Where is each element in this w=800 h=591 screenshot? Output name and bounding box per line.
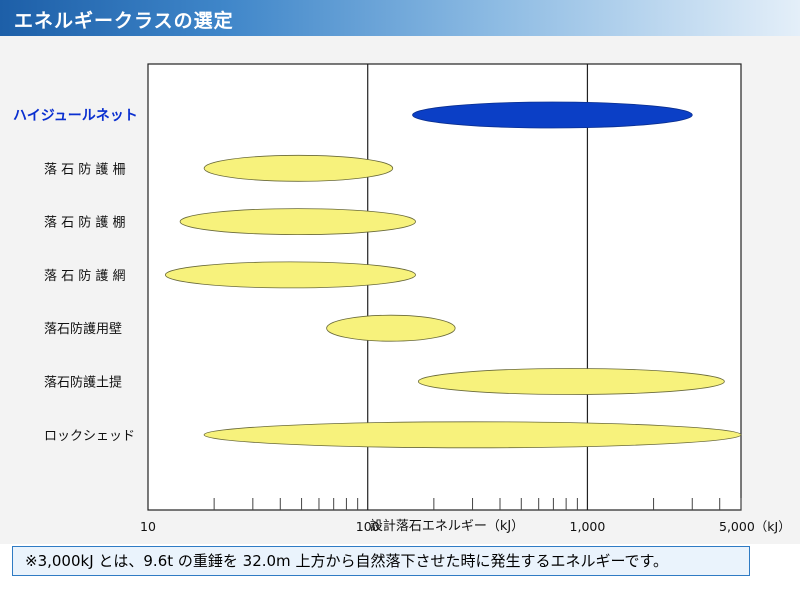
range-bar xyxy=(203,421,742,449)
x-tick-label: 100 xyxy=(356,519,380,534)
category-label: ハイジュールネット xyxy=(13,108,138,124)
range-bar xyxy=(412,101,693,129)
category-label: 落石防護土提 xyxy=(44,375,122,391)
range-bar xyxy=(326,314,456,342)
range-bar xyxy=(203,154,394,182)
page-title: エネルギークラスの選定 xyxy=(14,10,234,32)
x-tick-label: 1,000 xyxy=(570,519,606,534)
category-label: 落石防護用壁 xyxy=(44,321,122,337)
title-bar: エネルギークラスの選定 xyxy=(0,0,800,36)
x-tick-label: 5,000（kJ） xyxy=(719,519,791,534)
range-bar xyxy=(417,368,725,395)
x-tick-labels: 10 100 1,000 5,000（kJ） xyxy=(140,519,791,534)
x-tick-label: 10 xyxy=(140,519,156,534)
range-bar xyxy=(164,261,416,289)
category-label: ロックシェッド xyxy=(44,429,135,444)
category-label: 落 石 防 護 網 xyxy=(44,268,126,284)
x-axis-label: 設計落石エネルギー（kJ） xyxy=(370,518,524,534)
range-bars xyxy=(164,101,742,449)
minor-ticks xyxy=(213,498,742,510)
category-label: 落 石 防 護 柵 xyxy=(44,161,126,177)
footnote: ※3,000kJ とは、9.6t の重錘を 32.0m 上方から自然落下させた時… xyxy=(12,546,750,576)
category-label: 落 石 防 護 棚 xyxy=(44,215,126,231)
range-bar xyxy=(179,208,416,236)
chart-area: ハイジュールネット落 石 防 護 柵落 石 防 護 棚落 石 防 護 網落石防護… xyxy=(0,36,800,544)
